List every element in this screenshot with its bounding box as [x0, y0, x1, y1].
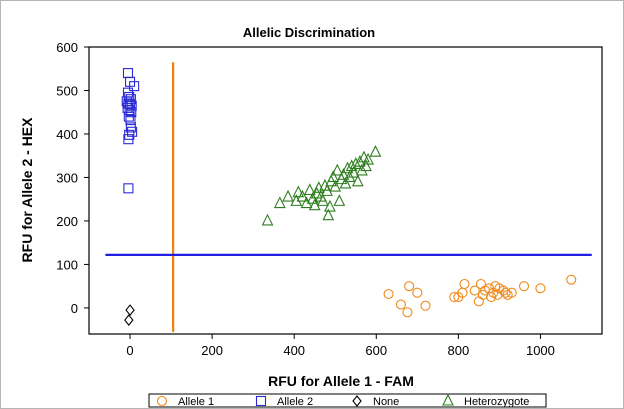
- data-point: [129, 81, 140, 92]
- chart-title: Allelic Discrimination: [243, 25, 375, 40]
- y-tick-label: 300: [56, 170, 78, 185]
- data-point: [300, 196, 313, 209]
- series-allele-2: [121, 68, 140, 194]
- data-point: [324, 199, 336, 212]
- data-point: [475, 278, 486, 290]
- data-point: [500, 287, 511, 298]
- data-point: [449, 291, 460, 303]
- data-point: [292, 185, 305, 198]
- data-point: [360, 159, 372, 172]
- data-point: [125, 115, 136, 126]
- data-point: [124, 105, 135, 116]
- x-tick-label: 600: [365, 343, 387, 358]
- data-point: [331, 163, 344, 176]
- data-point: [333, 194, 346, 206]
- data-point: [343, 170, 356, 183]
- legend-label: Allele 2: [277, 396, 313, 408]
- y-tick-label: 500: [56, 83, 78, 98]
- data-point: [124, 99, 136, 110]
- data-point: [296, 189, 309, 202]
- legend-item: Allele 2: [255, 395, 313, 408]
- data-point: [341, 161, 354, 174]
- axis-ticks: 0 200 400 600 800 1000 0 100 200 300 400 500 600: [56, 40, 555, 358]
- data-point: [412, 287, 423, 298]
- series-allele-1: [383, 274, 577, 318]
- data-points: [121, 68, 577, 326]
- threshold-lines: [105, 62, 592, 332]
- y-tick-label: 200: [56, 214, 78, 229]
- legend-marker: [352, 395, 362, 407]
- data-point: [506, 287, 517, 298]
- data-point: [327, 170, 340, 183]
- data-point: [123, 183, 134, 194]
- data-point: [351, 174, 364, 187]
- legend-label: Heterozygote: [464, 396, 529, 408]
- data-point: [337, 168, 350, 180]
- y-tick-label: 0: [71, 301, 78, 316]
- data-point: [339, 176, 352, 189]
- legend-marker: [156, 395, 168, 407]
- data-point: [261, 213, 274, 226]
- data-point: [473, 296, 484, 307]
- data-point: [322, 208, 335, 221]
- data-point: [535, 283, 546, 294]
- data-point: [518, 281, 530, 292]
- data-point: [273, 196, 286, 209]
- data-point: [347, 165, 360, 178]
- y-tick-label: 400: [56, 127, 78, 142]
- legend-marker: [442, 393, 454, 406]
- data-point: [290, 194, 303, 206]
- data-point: [308, 198, 321, 211]
- legend-marker: [255, 395, 267, 407]
- legend-label: None: [373, 396, 399, 408]
- data-point: [404, 281, 415, 292]
- y-tick-label: 100: [56, 257, 78, 272]
- data-point: [127, 126, 138, 137]
- data-point: [356, 163, 368, 176]
- data-point: [362, 152, 374, 165]
- series-heterozygote: [261, 145, 382, 226]
- data-point: [317, 194, 329, 206]
- series-none: [124, 304, 135, 326]
- x-tick-label: 1000: [526, 343, 555, 358]
- data-point: [282, 189, 294, 202]
- data-point: [383, 288, 394, 300]
- data-point: [124, 314, 134, 326]
- data-point: [349, 157, 362, 169]
- data-point: [321, 184, 333, 196]
- data-point: [123, 111, 134, 122]
- legend: Allele 1 Allele 2 None Heterozygote: [148, 393, 547, 408]
- data-point: [353, 155, 366, 167]
- data-point: [566, 274, 577, 285]
- x-tick-label: 800: [448, 343, 470, 358]
- legend-item: Allele 1: [156, 395, 214, 408]
- plot-area: [88, 46, 603, 335]
- x-axis-label: RFU for Allele 1 - FAM: [268, 373, 414, 389]
- data-point: [469, 285, 480, 296]
- x-tick-label: 200: [201, 343, 223, 358]
- data-point: [123, 134, 134, 145]
- legend-item: None: [352, 395, 399, 408]
- data-point: [310, 186, 323, 199]
- data-point: [125, 304, 135, 316]
- data-point: [303, 183, 316, 196]
- data-point: [402, 307, 413, 318]
- data-point: [369, 145, 382, 157]
- data-point: [329, 179, 342, 192]
- legend-item: Heterozygote: [442, 393, 529, 408]
- legend-label: Allele 1: [178, 396, 214, 408]
- x-tick-label: 0: [126, 343, 133, 358]
- x-tick-label: 400: [283, 343, 305, 358]
- data-point: [395, 299, 406, 310]
- data-point: [122, 68, 134, 79]
- data-point: [459, 278, 470, 290]
- y-tick-label: 600: [56, 40, 78, 55]
- y-axis-label: RFU for Allele 2 - HEX: [19, 117, 35, 263]
- data-point: [420, 300, 431, 311]
